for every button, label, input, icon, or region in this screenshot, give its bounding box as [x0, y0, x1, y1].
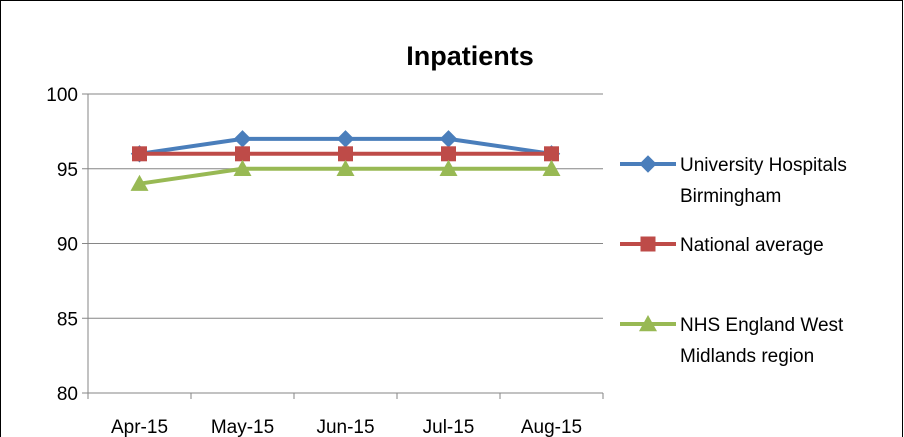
legend-item: National average — [620, 235, 824, 256]
legend-label: National average — [680, 235, 824, 256]
legend-label: University Hospitals — [680, 155, 847, 176]
data-point — [544, 146, 559, 162]
data-point — [441, 146, 456, 162]
legend-marker — [639, 315, 657, 332]
data-point — [336, 130, 355, 148]
series-3 — [130, 159, 561, 191]
data-point — [233, 159, 252, 176]
data-point — [338, 146, 353, 162]
y-tick-label: 80 — [57, 384, 78, 405]
series-2 — [132, 146, 559, 162]
legend-label: Midlands region — [680, 346, 814, 367]
legend-item: NHS England West Midlands region — [620, 315, 844, 367]
data-point — [439, 159, 458, 176]
x-tick-label: Jun-15 — [316, 417, 374, 437]
data-point — [132, 146, 147, 162]
y-tick-label: 90 — [57, 235, 78, 256]
y-tick-label: 85 — [57, 309, 78, 330]
gridlines — [88, 93, 603, 319]
chart-title: Inpatients — [406, 41, 534, 71]
x-tick-label: Jul-15 — [423, 417, 475, 437]
legend-label: NHS England West — [680, 315, 844, 336]
data-point — [130, 174, 149, 191]
data-point — [235, 146, 250, 162]
data-point — [233, 130, 252, 148]
x-axis-ticks: Apr-15 May-15 Jun-15 Jul-15 Aug-15 — [87, 393, 604, 437]
data-point — [336, 159, 355, 176]
data-point — [439, 130, 458, 148]
legend-label: Birmingham — [680, 186, 781, 207]
series-group — [130, 130, 561, 191]
x-tick-label: Apr-15 — [111, 417, 168, 437]
legend-item: University Hospitals Birmingham — [620, 155, 847, 207]
data-point — [542, 159, 561, 176]
legend-marker — [640, 236, 656, 252]
x-tick-label: Aug-15 — [521, 417, 582, 437]
legend-marker — [639, 155, 657, 173]
y-tick-label: 100 — [46, 85, 78, 106]
y-axis-ticks: 80 85 90 95 100 — [46, 85, 88, 405]
x-tick-label: May-15 — [211, 417, 274, 437]
legend: University Hospitals Birmingham National a… — [620, 155, 847, 367]
y-tick-label: 95 — [57, 160, 78, 181]
